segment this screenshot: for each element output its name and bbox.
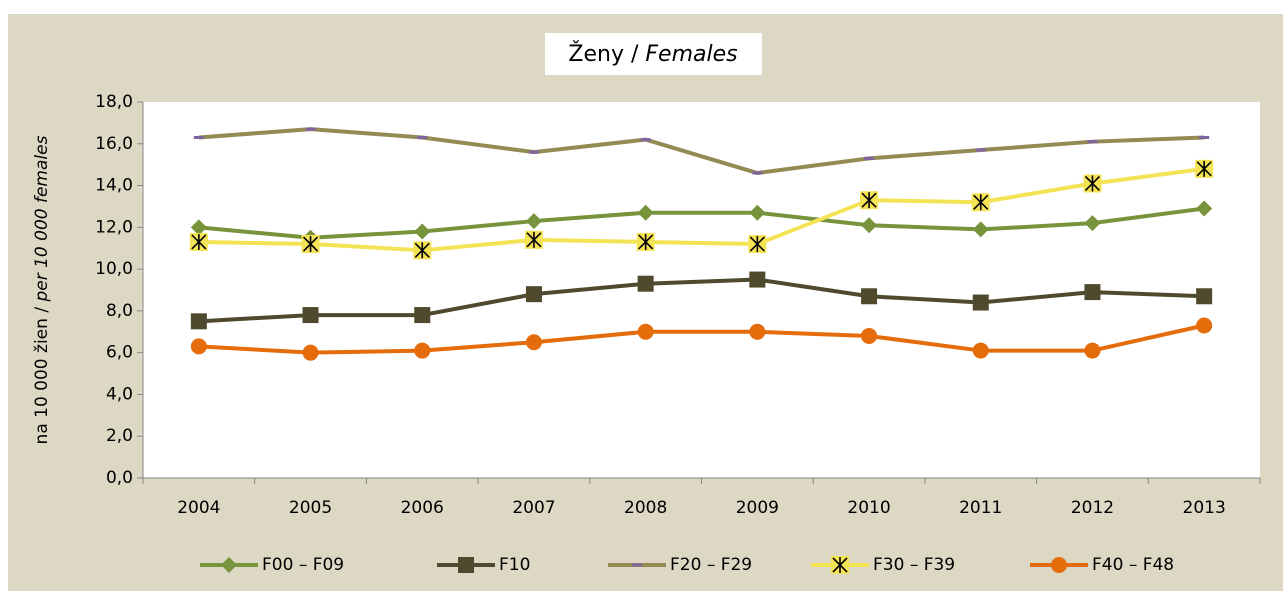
- legend-label: F10: [499, 555, 530, 575]
- marker: [302, 307, 319, 324]
- x-tick-label: 2004: [177, 498, 220, 518]
- marker: [414, 223, 431, 240]
- x-tick-label: 2008: [624, 498, 667, 518]
- marker: [1083, 174, 1102, 193]
- x-tick-label: 2007: [512, 498, 555, 518]
- marker: [414, 342, 431, 359]
- marker: [1195, 159, 1214, 178]
- marker: [1196, 200, 1213, 217]
- y-tick-label: 16,0: [95, 134, 133, 154]
- series-line: [198, 277, 1205, 324]
- marker: [860, 191, 879, 210]
- marker: [637, 323, 654, 340]
- x-tick-label: 2010: [847, 498, 890, 518]
- marker: [1051, 557, 1067, 573]
- y-tick-label: 18,0: [95, 92, 133, 112]
- y-tick-label: 6,0: [106, 343, 133, 363]
- y-tick-label: 8,0: [106, 301, 133, 321]
- marker: [1084, 215, 1101, 232]
- plot-area: [143, 102, 1260, 478]
- marker: [301, 235, 320, 254]
- marker: [1084, 342, 1101, 359]
- marker: [1196, 288, 1213, 305]
- marker: [414, 307, 431, 324]
- title-box: [545, 33, 762, 75]
- y-tick-label: 0,0: [106, 468, 133, 488]
- x-tick-label: 2009: [736, 498, 779, 518]
- marker: [636, 232, 655, 251]
- marker: [972, 342, 989, 359]
- y-tick-label: 10,0: [95, 259, 133, 279]
- x-tick-label: 2005: [289, 498, 332, 518]
- x-tick-label: 2012: [1071, 498, 1114, 518]
- marker: [524, 230, 543, 249]
- marker: [861, 327, 878, 344]
- y-tick-label: 2,0: [106, 426, 133, 446]
- marker: [972, 221, 989, 238]
- marker: [221, 557, 237, 573]
- marker: [190, 338, 207, 355]
- marker: [861, 217, 878, 234]
- x-tick-label: 2013: [1183, 498, 1226, 518]
- legend-label: F20 – F29: [670, 555, 752, 575]
- marker: [525, 286, 542, 303]
- marker: [971, 193, 990, 212]
- marker: [748, 235, 767, 254]
- marker: [861, 288, 878, 305]
- y-tick-label: 14,0: [95, 176, 133, 196]
- marker: [525, 213, 542, 230]
- marker: [831, 556, 849, 574]
- y-label-english: per 10 000 females: [32, 135, 52, 302]
- marker: [302, 344, 319, 361]
- y-axis-label: na 10 000 žien / per 10 000 females: [32, 135, 52, 444]
- marker: [190, 313, 207, 330]
- marker: [637, 204, 654, 221]
- title-local: Ženy /: [568, 41, 639, 67]
- title-english: Females: [645, 42, 737, 67]
- marker: [972, 294, 989, 311]
- series-line: [198, 323, 1205, 355]
- chart-title: Ženy / Females: [568, 41, 737, 67]
- marker: [190, 219, 207, 236]
- series-line: [198, 127, 1205, 176]
- marker: [189, 232, 208, 251]
- legend-label: F30 – F39: [873, 555, 955, 575]
- marker: [1196, 317, 1213, 334]
- x-tick-label: 2006: [401, 498, 444, 518]
- marker: [458, 557, 474, 573]
- y-tick-label: 12,0: [95, 217, 133, 237]
- x-tick-label: 2011: [959, 498, 1002, 518]
- y-tick-label: 4,0: [106, 384, 133, 404]
- marker: [749, 323, 766, 340]
- legend-label: F40 – F48: [1092, 555, 1174, 575]
- legend-label: F00 – F09: [262, 555, 344, 575]
- y-label-local: na 10 000 žien /: [32, 307, 52, 445]
- marker: [525, 334, 542, 351]
- series-line: [198, 206, 1205, 240]
- marker: [637, 275, 654, 292]
- marker: [749, 204, 766, 221]
- marker: [1084, 284, 1101, 301]
- marker: [413, 241, 432, 260]
- series-line: [198, 166, 1205, 253]
- marker: [749, 271, 766, 288]
